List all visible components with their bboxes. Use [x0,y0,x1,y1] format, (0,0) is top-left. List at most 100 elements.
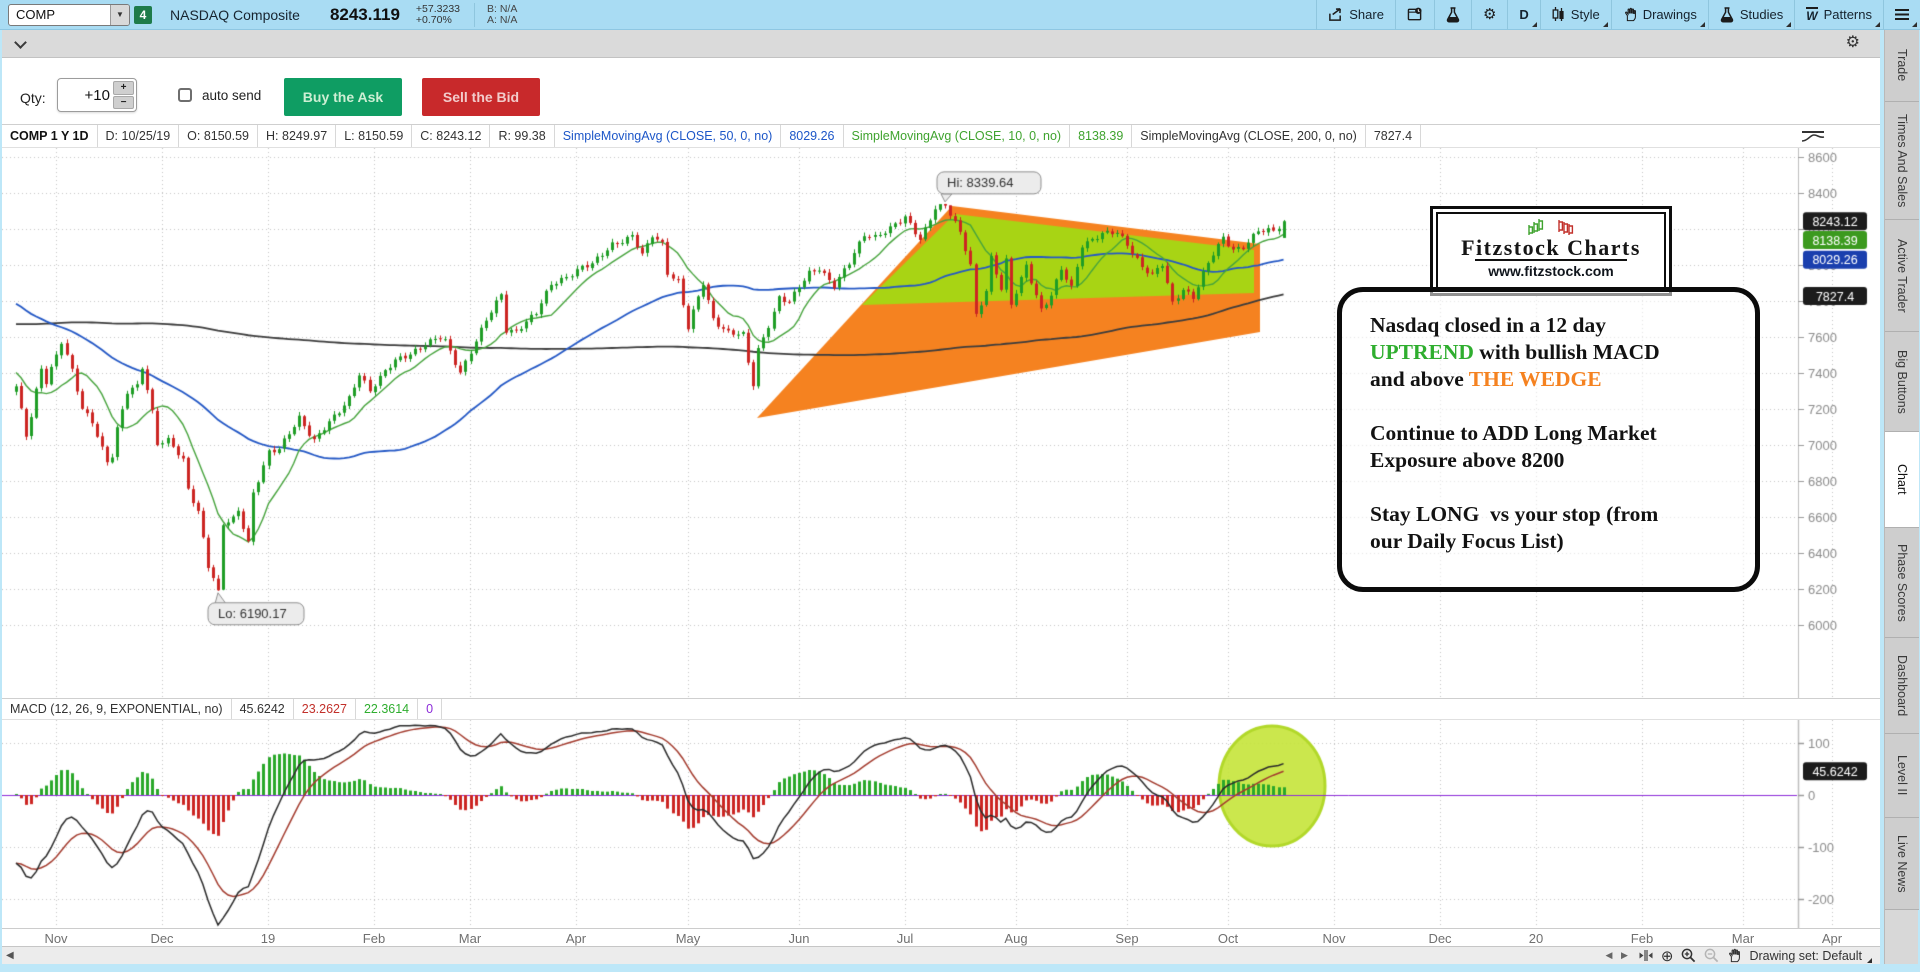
sma-study-value: 8029.26 [781,125,844,147]
quantity-stepper[interactable]: +10 + − [57,78,137,112]
sidebar-tab-phase-scores[interactable]: Phase Scores [1885,528,1919,638]
increment-button[interactable]: + [113,81,134,95]
bid-value: B: N/A [487,2,518,15]
change-value: +57.3233 [415,2,460,15]
sidebar-tab-dashboard[interactable]: Dashboard [1885,638,1919,734]
chart-scrollbar-row[interactable]: ◀ ◀ ▶ ⊕ Drawing set: Default [2,946,1880,965]
change-block: +57.3233 +0.70% [415,2,460,26]
auto-send-label: auto send [202,88,262,103]
analysis-note-box: Nasdaq closed in a 12 day UPTREND with bu… [1337,287,1760,592]
macd-value: 45.6242 [232,699,294,719]
timeframe-label: D [1519,7,1529,22]
crosshair-icon[interactable]: ⊕ [1660,947,1674,965]
style-button[interactable]: Style [1539,0,1611,30]
page-arrows-icon[interactable]: ◀ ▶ [1605,950,1631,960]
zoom-out-icon[interactable] [1704,948,1719,963]
qty-label: Qty: [20,90,46,106]
note-segment: Exposure above 8200 [1370,448,1565,472]
note-line: Continue to ADD Long Market [1370,420,1745,447]
logo-url: www.fitzstock.com [1488,263,1614,279]
linked-watchlist-badge[interactable]: 4 [134,5,152,24]
window-frame-bottom [0,964,1920,972]
analyze-button[interactable] [1433,0,1471,30]
sidebar-tab-live-news[interactable]: Live News [1885,818,1919,910]
top-toolbar: COMP ▼ 4 NASDAQ Composite 8243.119 +57.3… [0,0,1920,30]
zoom-in-icon[interactable] [1681,948,1696,963]
month-label: Mar [1731,931,1755,946]
chart-menu-button[interactable] [1883,0,1920,30]
sidebar-tab-trade[interactable]: Trade [1885,30,1919,102]
timeframe-button[interactable]: D [1507,0,1539,30]
symbol-dropdown-button[interactable]: ▼ [110,4,129,25]
month-label: Apr [1821,931,1843,946]
ohlc-field: L: 8150.59 [336,125,413,147]
right-gadget-sidebar: Trade Times And Sales Active Trader Big But… [1884,30,1919,964]
note-line: UPTREND with bullish MACD [1370,339,1745,366]
order-panel-collapse-bar: ⚙ [2,30,1880,58]
studies-label: Studies [1739,7,1784,22]
style-label: Style [1570,7,1600,22]
buy-the-ask-button[interactable]: Buy the Ask [284,78,402,116]
sma-study-value: 8138.39 [1070,125,1133,147]
sidebar-tab-active-trader[interactable]: Active Trader [1885,220,1919,332]
pan-split-icon[interactable] [1639,950,1653,961]
drawings-label: Drawings [1642,7,1697,22]
sell-the-bid-button[interactable]: Sell the Bid [422,78,540,116]
decrement-button[interactable]: − [113,95,134,109]
drawings-button[interactable]: Drawings [1610,0,1708,30]
symbol-name: NASDAQ Composite [170,6,300,23]
studies-button[interactable]: Studies [1707,0,1794,30]
logo-candles-icon [1528,219,1574,235]
sidebar-tab-level-ii[interactable]: Level II [1885,734,1919,818]
sidebar-tab-label: Chart [1895,464,1909,495]
sidebar-tab-label: Times And Sales [1895,113,1909,208]
flask-icon [1720,6,1734,23]
drawing-set-selector[interactable]: Drawing set: Default [1749,949,1872,963]
sidebar-tab-times-and-sales[interactable]: Times And Sales [1885,102,1919,220]
month-label: Jul [896,931,914,946]
month-label: Feb [362,931,386,946]
price-scale-icon[interactable] [1800,129,1826,144]
sma-study-label: SimpleMovingAvg (CLOSE, 10, 0, no) [844,125,1071,147]
list-menu-icon [1895,9,1909,20]
sidebar-tab-big-buttons[interactable]: Big Buttons [1885,332,1919,432]
sidebar-tab-chart[interactable]: Chart [1885,432,1919,528]
gear-icon[interactable]: ⚙ [1845,34,1860,51]
note-line: our Daily Focus List) [1370,528,1745,555]
quantity-value[interactable]: +10 [84,87,110,104]
share-icon [1329,8,1342,21]
sma-study-label: SimpleMovingAvg (CLOSE, 50, 0, no) [555,125,782,147]
symbol-selector[interactable]: COMP ▼ [8,3,130,26]
month-label: Mar [458,931,482,946]
note-line: Exposure above 8200 [1370,447,1745,474]
hand-cursor-icon[interactable] [1727,948,1741,963]
note-segment: UPTREND [1370,340,1474,364]
macd-value: 0 [418,699,443,719]
note-line: Stay LONG vs your stop (from [1370,501,1745,528]
note-segment: THE WEDGE [1468,367,1602,391]
month-label: Nov [44,931,68,946]
stepper-buttons: + − [113,81,134,109]
ohlc-field: O: 8150.59 [179,125,259,147]
patterns-button[interactable]: W Patterns [1794,0,1883,30]
flexible-grid-button[interactable] [1394,0,1434,30]
month-label: Nov [1322,931,1346,946]
month-label: 19 [260,931,276,946]
note-segment: our Daily Focus List) [1370,529,1564,553]
chart-title: COMP 1 Y 1D [2,125,98,147]
symbol-input[interactable]: COMP [16,7,55,22]
macd-value: 23.2627 [294,699,356,719]
gear-icon: ⚙ [1482,6,1497,23]
settings-button[interactable]: ⚙ [1470,0,1507,30]
share-button[interactable]: Share [1316,0,1395,30]
macd-chart-canvas[interactable] [2,720,1880,928]
chevron-down-icon[interactable] [14,36,27,49]
note-segment: Stay LONG vs your stop (from [1370,502,1659,526]
scroll-left-arrow-icon[interactable]: ◀ [6,950,14,961]
last-price: 8243.119 [329,4,400,24]
note-spacer [1370,393,1745,420]
auto-send-checkbox[interactable] [178,88,192,102]
share-label: Share [1349,7,1384,22]
logo-underline [1475,259,1627,261]
month-label: Sep [1115,931,1139,946]
